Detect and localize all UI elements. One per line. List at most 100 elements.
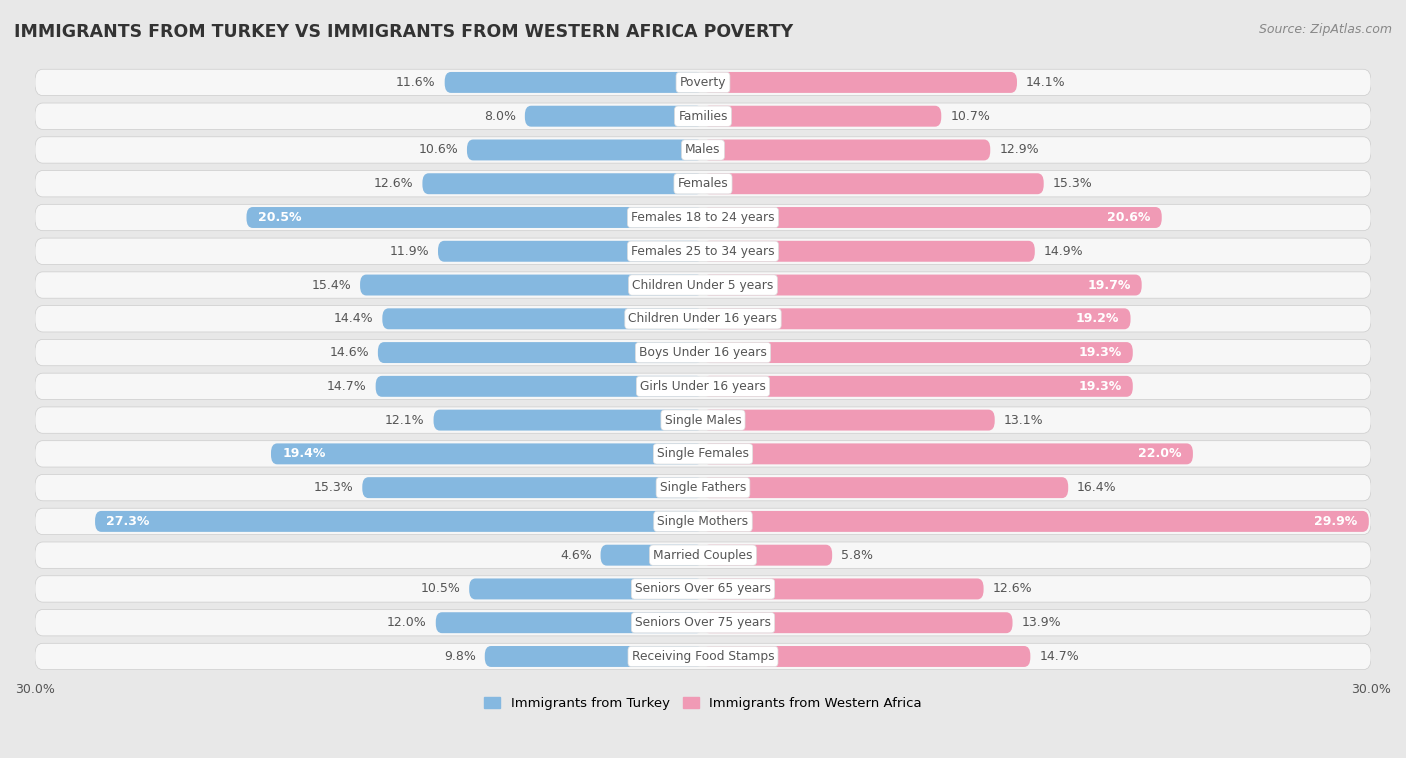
- FancyBboxPatch shape: [35, 103, 1371, 130]
- FancyBboxPatch shape: [422, 174, 703, 194]
- FancyBboxPatch shape: [35, 542, 1371, 568]
- FancyBboxPatch shape: [382, 309, 703, 329]
- Text: 14.1%: 14.1%: [1026, 76, 1066, 89]
- FancyBboxPatch shape: [703, 443, 1192, 465]
- Text: 14.9%: 14.9%: [1043, 245, 1084, 258]
- FancyBboxPatch shape: [433, 409, 703, 431]
- FancyBboxPatch shape: [35, 609, 1371, 636]
- Text: 12.0%: 12.0%: [387, 616, 427, 629]
- FancyBboxPatch shape: [35, 171, 1371, 197]
- Text: 8.0%: 8.0%: [484, 110, 516, 123]
- FancyBboxPatch shape: [703, 612, 1012, 633]
- FancyBboxPatch shape: [35, 69, 1371, 96]
- Legend: Immigrants from Turkey, Immigrants from Western Africa: Immigrants from Turkey, Immigrants from …: [479, 691, 927, 715]
- Text: 12.9%: 12.9%: [1000, 143, 1039, 156]
- Text: IMMIGRANTS FROM TURKEY VS IMMIGRANTS FROM WESTERN AFRICA POVERTY: IMMIGRANTS FROM TURKEY VS IMMIGRANTS FRO…: [14, 23, 793, 41]
- Text: Girls Under 16 years: Girls Under 16 years: [640, 380, 766, 393]
- Text: Females 25 to 34 years: Females 25 to 34 years: [631, 245, 775, 258]
- Text: Families: Families: [678, 110, 728, 123]
- FancyBboxPatch shape: [467, 139, 703, 161]
- FancyBboxPatch shape: [35, 136, 1371, 163]
- Text: 19.3%: 19.3%: [1078, 380, 1122, 393]
- FancyBboxPatch shape: [703, 545, 832, 565]
- Text: Children Under 16 years: Children Under 16 years: [628, 312, 778, 325]
- FancyBboxPatch shape: [703, 207, 1161, 228]
- FancyBboxPatch shape: [35, 305, 1371, 332]
- Text: 15.4%: 15.4%: [311, 278, 352, 292]
- Text: 12.6%: 12.6%: [374, 177, 413, 190]
- Text: 9.8%: 9.8%: [444, 650, 475, 663]
- FancyBboxPatch shape: [35, 238, 1371, 265]
- FancyBboxPatch shape: [703, 274, 1142, 296]
- Text: 20.5%: 20.5%: [257, 211, 301, 224]
- FancyBboxPatch shape: [703, 241, 1035, 262]
- FancyBboxPatch shape: [703, 511, 1369, 532]
- Text: 19.2%: 19.2%: [1076, 312, 1119, 325]
- FancyBboxPatch shape: [703, 478, 1069, 498]
- Text: 10.6%: 10.6%: [419, 143, 458, 156]
- Text: 27.3%: 27.3%: [107, 515, 149, 528]
- Text: Females 18 to 24 years: Females 18 to 24 years: [631, 211, 775, 224]
- FancyBboxPatch shape: [703, 578, 984, 600]
- FancyBboxPatch shape: [703, 646, 1031, 667]
- FancyBboxPatch shape: [363, 478, 703, 498]
- FancyBboxPatch shape: [470, 578, 703, 600]
- FancyBboxPatch shape: [35, 644, 1371, 669]
- FancyBboxPatch shape: [703, 174, 1043, 194]
- FancyBboxPatch shape: [703, 409, 994, 431]
- FancyBboxPatch shape: [35, 407, 1371, 434]
- Text: Females: Females: [678, 177, 728, 190]
- Text: Single Females: Single Females: [657, 447, 749, 460]
- FancyBboxPatch shape: [271, 443, 703, 465]
- FancyBboxPatch shape: [436, 612, 703, 633]
- Text: 20.6%: 20.6%: [1108, 211, 1150, 224]
- FancyBboxPatch shape: [439, 241, 703, 262]
- Text: Single Mothers: Single Mothers: [658, 515, 748, 528]
- FancyBboxPatch shape: [35, 272, 1371, 298]
- FancyBboxPatch shape: [35, 440, 1371, 467]
- Text: Seniors Over 65 years: Seniors Over 65 years: [636, 582, 770, 596]
- Text: 11.6%: 11.6%: [396, 76, 436, 89]
- Text: 5.8%: 5.8%: [841, 549, 873, 562]
- Text: 15.3%: 15.3%: [314, 481, 353, 494]
- FancyBboxPatch shape: [703, 376, 1133, 396]
- FancyBboxPatch shape: [246, 207, 703, 228]
- Text: 19.7%: 19.7%: [1087, 278, 1130, 292]
- Text: 15.3%: 15.3%: [1053, 177, 1092, 190]
- Text: 29.9%: 29.9%: [1315, 515, 1358, 528]
- Text: 14.6%: 14.6%: [329, 346, 368, 359]
- FancyBboxPatch shape: [35, 373, 1371, 399]
- Text: 19.4%: 19.4%: [283, 447, 326, 460]
- FancyBboxPatch shape: [35, 205, 1371, 230]
- Text: Single Fathers: Single Fathers: [659, 481, 747, 494]
- Text: Receiving Food Stamps: Receiving Food Stamps: [631, 650, 775, 663]
- FancyBboxPatch shape: [35, 475, 1371, 501]
- FancyBboxPatch shape: [360, 274, 703, 296]
- Text: 12.6%: 12.6%: [993, 582, 1032, 596]
- Text: 13.1%: 13.1%: [1004, 414, 1043, 427]
- Text: 19.3%: 19.3%: [1078, 346, 1122, 359]
- FancyBboxPatch shape: [524, 105, 703, 127]
- FancyBboxPatch shape: [35, 576, 1371, 602]
- FancyBboxPatch shape: [703, 72, 1017, 93]
- FancyBboxPatch shape: [703, 105, 941, 127]
- Text: 14.7%: 14.7%: [1039, 650, 1078, 663]
- Text: 11.9%: 11.9%: [389, 245, 429, 258]
- FancyBboxPatch shape: [444, 72, 703, 93]
- Text: 10.5%: 10.5%: [420, 582, 460, 596]
- FancyBboxPatch shape: [35, 340, 1371, 366]
- Text: 16.4%: 16.4%: [1077, 481, 1116, 494]
- Text: Single Males: Single Males: [665, 414, 741, 427]
- Text: 14.4%: 14.4%: [333, 312, 374, 325]
- Text: 10.7%: 10.7%: [950, 110, 990, 123]
- Text: Poverty: Poverty: [679, 76, 727, 89]
- FancyBboxPatch shape: [600, 545, 703, 565]
- Text: 13.9%: 13.9%: [1021, 616, 1062, 629]
- FancyBboxPatch shape: [485, 646, 703, 667]
- FancyBboxPatch shape: [375, 376, 703, 396]
- Text: Seniors Over 75 years: Seniors Over 75 years: [636, 616, 770, 629]
- Text: Boys Under 16 years: Boys Under 16 years: [640, 346, 766, 359]
- FancyBboxPatch shape: [96, 511, 703, 532]
- Text: 12.1%: 12.1%: [385, 414, 425, 427]
- FancyBboxPatch shape: [35, 508, 1371, 534]
